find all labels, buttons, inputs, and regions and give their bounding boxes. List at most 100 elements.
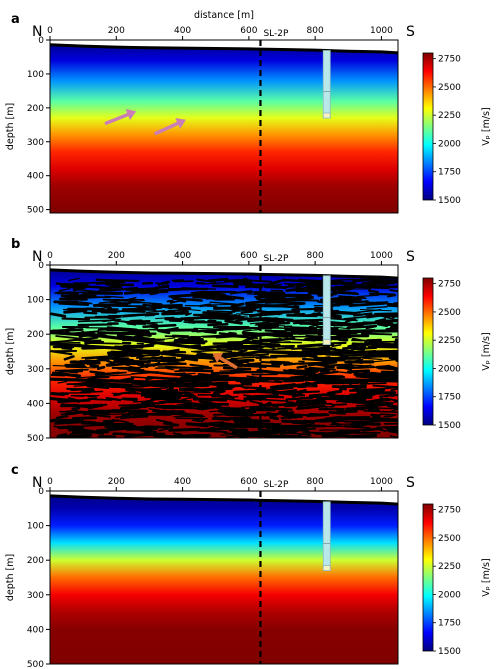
borehole-label: SL-2P — [263, 254, 289, 264]
reflector — [379, 413, 397, 416]
reflector — [355, 308, 382, 314]
panel-label: a — [11, 12, 20, 27]
reflector — [368, 292, 396, 296]
reflector — [198, 400, 213, 404]
reflector — [228, 331, 237, 335]
reflector — [389, 322, 398, 327]
reflector — [296, 401, 325, 407]
reflector — [166, 299, 174, 303]
reflector — [201, 388, 233, 391]
reflector — [260, 407, 293, 411]
reflector — [171, 279, 185, 282]
reflector — [344, 318, 356, 323]
x-tick-label: 1000 — [370, 251, 393, 261]
colorbar-label: Vₚ [m/s] — [481, 332, 492, 370]
y-tick-label: 400 — [27, 399, 44, 409]
reflector — [121, 411, 144, 417]
reflector — [181, 356, 199, 362]
x-tick-label: 200 — [108, 477, 125, 487]
y-tick-label: 300 — [27, 591, 44, 601]
reflector — [378, 428, 387, 433]
reflector — [288, 424, 326, 428]
reflector — [96, 356, 107, 361]
annotation-arrow — [154, 121, 180, 136]
reflector — [150, 337, 176, 342]
reflector — [102, 318, 122, 323]
reflector — [201, 282, 226, 285]
reflector — [77, 323, 113, 327]
reflector — [304, 280, 325, 285]
reflector — [220, 416, 244, 421]
reflector — [366, 306, 388, 309]
reflector — [98, 300, 121, 304]
reflector — [236, 349, 248, 355]
panel-c: SL-2P 0 200 400 600 800 1000 0 100 200 300 400 500 de… — [5, 463, 492, 669]
reflector — [79, 359, 110, 362]
reflector — [339, 323, 364, 328]
reflector — [122, 405, 148, 410]
reflector — [51, 371, 82, 378]
reflector — [58, 287, 71, 292]
reflector — [274, 355, 307, 358]
reflector — [130, 287, 159, 292]
reflector — [367, 407, 380, 412]
reflector — [63, 309, 88, 314]
reflector — [321, 393, 346, 399]
reflector — [83, 311, 98, 315]
reflector — [72, 416, 97, 421]
reflector — [336, 287, 352, 292]
reflector — [157, 284, 170, 289]
reflector — [383, 342, 398, 348]
reflector — [283, 361, 305, 366]
reflector — [179, 374, 207, 379]
reflector — [129, 414, 149, 419]
reflector — [271, 293, 306, 297]
reflector — [75, 375, 98, 379]
reflector — [343, 315, 371, 320]
reflector — [220, 433, 244, 436]
reflector — [227, 306, 257, 312]
reflector — [54, 291, 66, 294]
reflector — [192, 397, 228, 402]
reflector — [331, 344, 342, 348]
reflector — [345, 405, 379, 411]
reflector — [210, 371, 235, 375]
reflector — [269, 415, 280, 421]
reflector — [89, 370, 106, 375]
x-tick-label: 1000 — [370, 477, 393, 487]
reflector — [389, 289, 398, 293]
north-label: N — [32, 249, 42, 265]
annotation-arrowhead — [212, 352, 224, 363]
x-tick-label: 0 — [47, 26, 53, 36]
colorbar-tick-label: 1750 — [438, 168, 461, 178]
reflector — [348, 301, 386, 307]
topography-line — [50, 43, 398, 55]
reflector — [317, 363, 353, 367]
topography-line — [50, 268, 398, 280]
reflector — [335, 430, 360, 435]
y-tick-label: 0 — [38, 36, 44, 46]
reflector — [108, 301, 141, 304]
reflector — [302, 338, 328, 342]
reflector — [215, 293, 245, 300]
reflector — [65, 409, 79, 412]
reflector — [298, 344, 329, 347]
reflector — [212, 314, 238, 319]
reflector — [123, 312, 160, 318]
colorbar-tick-label: 2000 — [438, 139, 461, 149]
reflector — [271, 283, 283, 287]
reflector — [304, 336, 325, 341]
reflector — [251, 413, 272, 417]
borehole-bottom — [322, 339, 331, 345]
reflector — [245, 303, 281, 308]
panel-a: SL-2P 0 200 400 600 800 1000 0 100 200 300 400 500 de… — [5, 10, 492, 216]
reflector — [391, 394, 398, 398]
reflector — [296, 389, 307, 394]
reflector — [183, 321, 196, 324]
reflector — [216, 395, 239, 400]
borehole-bottom — [322, 112, 331, 119]
reflector — [255, 356, 278, 359]
reflector — [61, 347, 73, 350]
reflector — [362, 357, 383, 361]
reflector — [356, 399, 367, 405]
